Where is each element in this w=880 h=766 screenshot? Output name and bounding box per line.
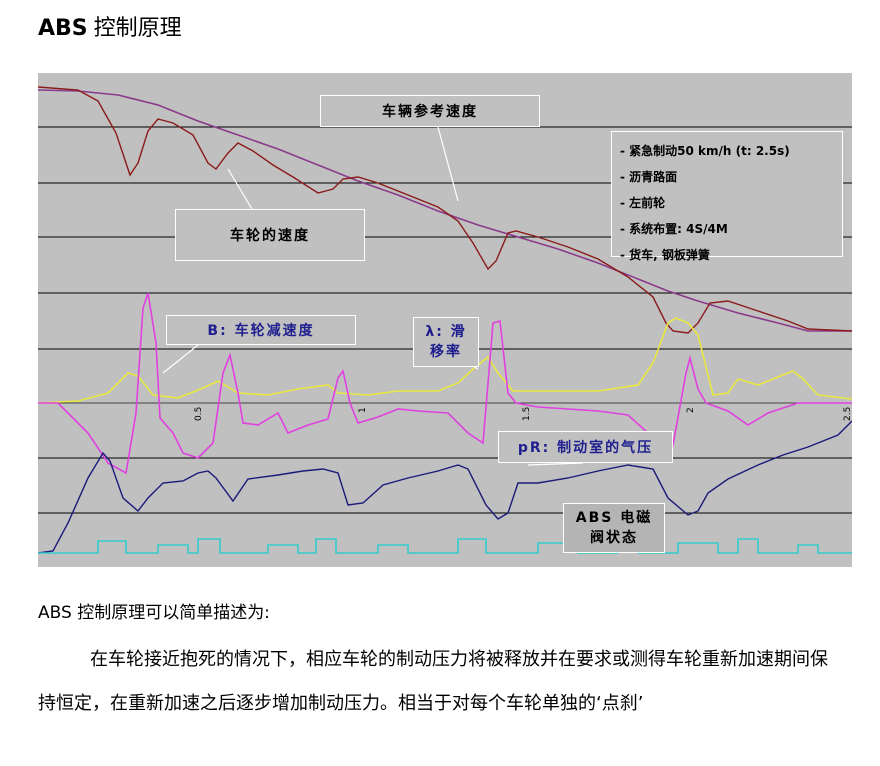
info-line: - 沥青路面 — [620, 170, 678, 184]
time-ticks: 0.5 1 1.5 2 2.5 — [194, 407, 852, 421]
label-abs-valve-line1: ABS 电磁 — [575, 510, 653, 526]
label-chamber-pressure: pR: 制动室的气压 — [498, 431, 673, 463]
tick-1: 1 — [358, 407, 368, 413]
slip-rate-curve — [38, 317, 852, 404]
caption: ABS 控制原理可以简单描述为: — [38, 603, 270, 623]
title-latin: ABS — [38, 16, 88, 41]
wheel-speed-curve — [38, 86, 852, 334]
wheel-decel-curve — [38, 292, 852, 475]
label-abs-valve: ABS 电磁 阀状态 — [563, 503, 665, 553]
label-vehicle-speed: 车辆参考速度 — [320, 95, 540, 127]
chamber-pressure-curve — [38, 420, 852, 554]
info-line: - 货车, 钢板弹簧 — [620, 248, 710, 262]
label-slip-rate-line2: 移率 — [430, 344, 462, 360]
label-wheel-speed: 车轮的速度 — [175, 209, 365, 261]
info-line: - 左前轮 — [620, 196, 666, 210]
tick-2-5: 2.5 — [843, 407, 852, 421]
label-slip-rate: λ: 滑 移率 — [413, 317, 479, 367]
tick-1-5: 1.5 — [522, 407, 532, 421]
tick-0-5: 0.5 — [194, 407, 204, 421]
abs-valve-curve — [38, 538, 852, 554]
test-conditions-box: - 紧急制动50 km/h (t: 2.5s) - 沥青路面 - 左前轮 - 系… — [611, 131, 843, 262]
label-wheel-decel: B: 车轮减速度 — [166, 315, 356, 345]
info-line: - 系统布置: 4S/4M — [620, 222, 728, 236]
info-line: - 紧急制动50 km/h (t: 2.5s) — [620, 144, 790, 158]
vehicle-speed-curve — [38, 89, 852, 332]
description-paragraph: 在车轮接近抱死的情况下，相应车轮的制动压力将被释放并在要求或测得车轮重新加速期间… — [38, 649, 828, 714]
label-slip-rate-line1: λ: 滑 — [425, 324, 467, 340]
label-abs-valve-line2: 阀状态 — [590, 530, 638, 546]
gridlines — [38, 126, 852, 514]
page-title: ABS 控制原理 — [38, 10, 182, 42]
abs-figure: 0.5 1 1.5 2 2.5 车辆参考速度 车轮的速度 B: 车轮减速度 λ:… — [38, 73, 852, 567]
title-cn: 控制原理 — [93, 16, 182, 41]
tick-2: 2 — [686, 407, 696, 413]
